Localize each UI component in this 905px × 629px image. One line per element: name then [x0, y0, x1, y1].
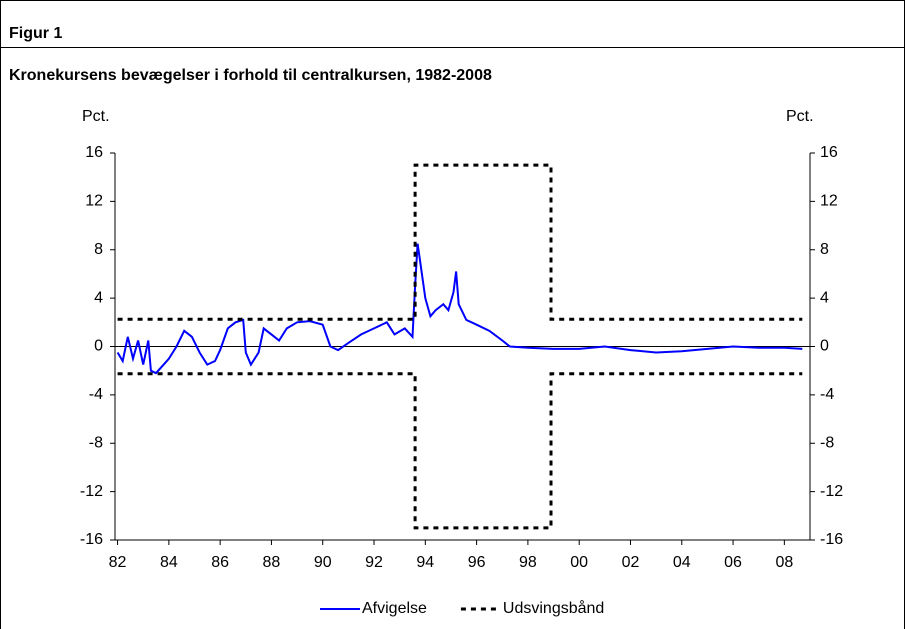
y2-tick-label: 12: [820, 193, 838, 210]
y2-axis-label: Pct.: [786, 108, 814, 125]
x-tick-label: 88: [263, 554, 281, 571]
figure-label: Figur 1: [9, 25, 62, 42]
y2-tick-label: -8: [820, 434, 834, 451]
y2-tick-label: -4: [820, 386, 834, 403]
x-tick-label: 00: [570, 554, 588, 571]
y-tick-label: -16: [80, 531, 103, 548]
x-tick-label: 02: [622, 554, 640, 571]
y2-tick-label: -12: [820, 483, 843, 500]
x-tick-label: 82: [109, 554, 127, 571]
y-tick-label: -4: [89, 386, 103, 403]
x-tick-label: 94: [416, 554, 434, 571]
series-line: [117, 163, 803, 321]
x-tick-label: 98: [519, 554, 537, 571]
y2-tick-label: 16: [820, 144, 838, 161]
y-tick-label: 8: [94, 241, 103, 258]
series-line: [117, 372, 803, 530]
x-tick-label: 06: [724, 554, 742, 571]
legend-label: Afvigelse: [362, 600, 427, 617]
x-tick-label: 08: [775, 554, 793, 571]
series-line: [116, 243, 803, 375]
x-tick-label: 92: [365, 554, 383, 571]
y-tick-label: 12: [85, 193, 103, 210]
y-tick-label: -12: [80, 483, 103, 500]
y2-tick-label: 0: [820, 338, 829, 355]
y-axis-label: Pct.: [82, 108, 110, 125]
chart-title: Kronekursens bevægelser i forhold til ce…: [9, 67, 492, 84]
y2-tick-label: -16: [820, 531, 843, 548]
x-tick-label: 84: [160, 554, 178, 571]
y-tick-label: -8: [89, 434, 103, 451]
x-tick-label: 90: [314, 554, 332, 571]
y-tick-label: 0: [94, 338, 103, 355]
y2-tick-label: 8: [820, 241, 829, 258]
y2-tick-label: 4: [820, 289, 829, 306]
x-tick-label: 86: [211, 554, 229, 571]
y-tick-label: 4: [94, 289, 103, 306]
y-tick-label: 16: [85, 144, 103, 161]
legend-label: Udsvingsbånd: [503, 599, 604, 617]
x-tick-label: 04: [673, 554, 691, 571]
x-tick-label: 96: [468, 554, 486, 571]
